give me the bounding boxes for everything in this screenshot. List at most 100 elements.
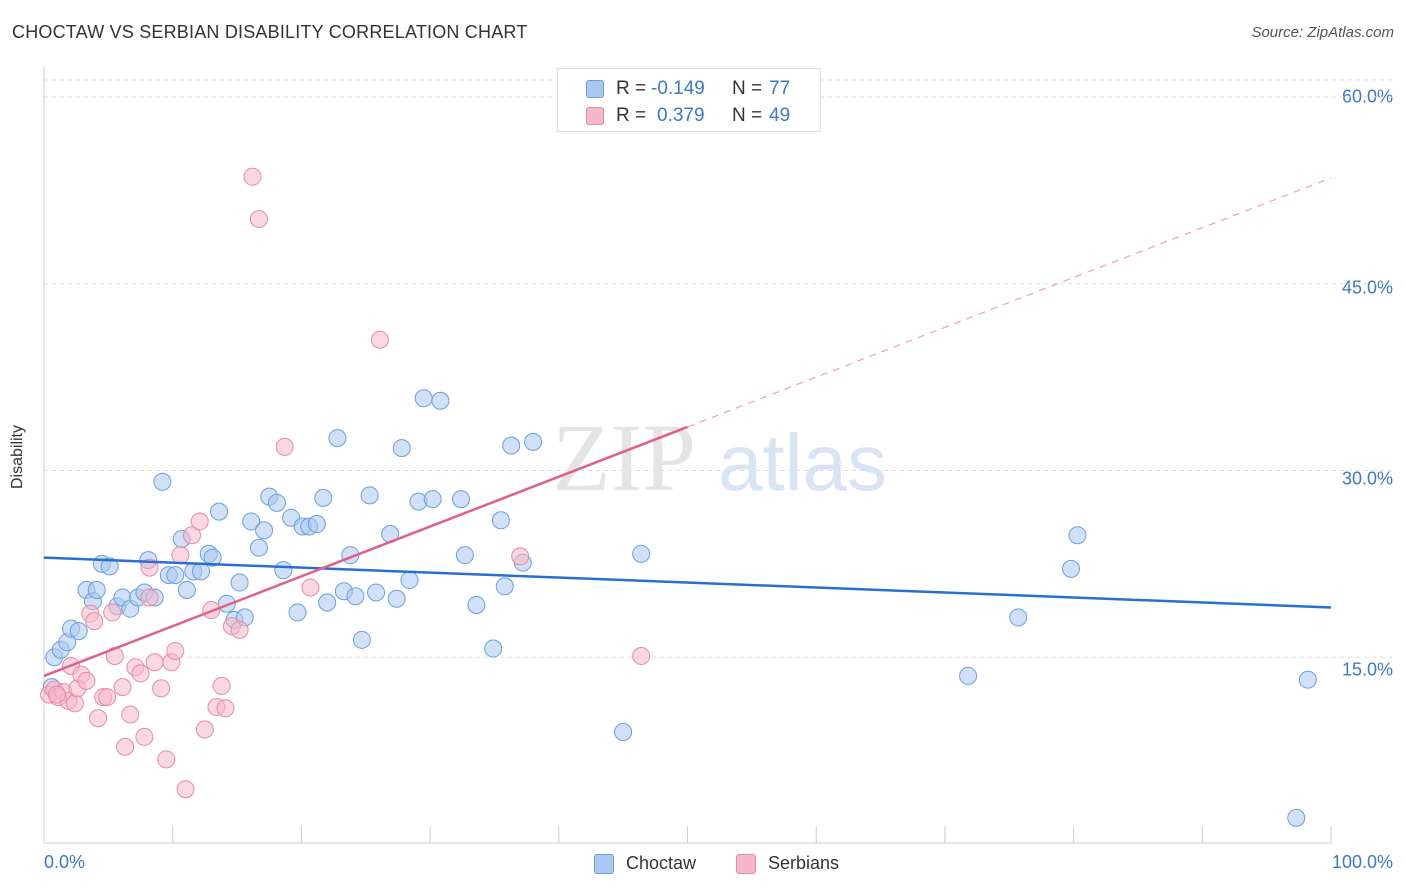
choctaw-point [1298, 670, 1317, 689]
choctaw-point [495, 577, 514, 596]
serbians-point [135, 727, 154, 746]
watermark-zip: ZIP [552, 404, 696, 511]
legend-swatch-serbians [736, 854, 756, 874]
serbians-point [47, 685, 66, 704]
stats-r-value: 0.379 [657, 105, 705, 126]
stats-swatch-choctaw [586, 80, 604, 98]
legend-label-serbians: Serbians [768, 853, 840, 873]
choctaw-point [230, 573, 249, 592]
stats-swatch-serbians [586, 107, 604, 125]
serbians-point [98, 688, 117, 707]
serbians-point [301, 578, 320, 597]
serbians-point [183, 526, 202, 545]
choctaw-point [414, 389, 433, 408]
choctaw-point [392, 439, 411, 458]
serbians-point [113, 678, 132, 697]
choctaw-point [203, 548, 222, 567]
serbians-point [131, 664, 150, 683]
watermark-atlas: atlas [718, 418, 887, 507]
choctaw-point [166, 566, 185, 585]
serbians-point [65, 694, 84, 713]
choctaw-point [1062, 559, 1081, 578]
stats-n-value: 49 [769, 105, 791, 126]
serbians-point [230, 620, 249, 639]
x-tick-label-min: 0.0% [44, 852, 86, 872]
choctaw-point [455, 546, 474, 565]
stats-r-value: -0.149 [651, 78, 705, 99]
choctaw-point [318, 593, 337, 612]
choctaw-point [387, 589, 406, 608]
choctaw-point [346, 587, 365, 606]
choctaw-point [614, 722, 633, 741]
serbians-point [85, 612, 104, 631]
choctaw-point [400, 571, 419, 590]
stats-box: R = -0.149 N = 77 R = 0.379 N = 49 [557, 68, 821, 132]
choctaw-point [288, 603, 307, 622]
serbians-point [145, 653, 164, 672]
choctaw-point [484, 639, 503, 658]
source-label: Source: ZipAtlas.com [1251, 24, 1394, 41]
choctaw-point [632, 544, 651, 563]
serbians-point [157, 750, 176, 769]
serbians-point [243, 167, 262, 186]
choctaw-point [153, 472, 172, 491]
serbians-point [171, 546, 190, 565]
choctaw-point [431, 391, 450, 410]
choctaw-point [328, 429, 347, 448]
choctaw-point [307, 515, 326, 534]
serbians-point [152, 679, 171, 698]
serbians-point [249, 210, 268, 229]
serbians-point [116, 737, 135, 756]
stats-n-value: 77 [769, 78, 791, 99]
choctaw-point [367, 583, 386, 602]
choctaw-point [352, 630, 371, 649]
choctaw-point [491, 511, 510, 530]
serbians-point [511, 547, 530, 566]
y-tick-label-30: 30.0% [1341, 468, 1393, 489]
y-tick-label-45: 45.0% [1341, 277, 1393, 298]
choctaw-point [267, 493, 286, 512]
serbians-point [140, 558, 159, 577]
y-tick-label-15: 15.0% [1341, 659, 1393, 680]
serbians-point [190, 512, 209, 531]
serbians-point [275, 437, 294, 456]
choctaw-point [242, 512, 261, 531]
legend-label-choctaw: Choctaw [626, 853, 697, 873]
serbians-trend-extension [687, 177, 1332, 428]
choctaw-point [314, 488, 333, 507]
choctaw-point [360, 486, 379, 505]
stats-r-label: R = [616, 78, 647, 99]
choctaw-point [959, 666, 978, 685]
serbians-point [216, 699, 235, 718]
choctaw-point [192, 562, 211, 581]
legend-swatch-choctaw [594, 854, 614, 874]
choctaw-point [502, 436, 521, 455]
stats-row-serbians: R = 0.379 N = 49 [558, 102, 820, 128]
x-tick-label-max: 100.0% [1331, 852, 1393, 872]
choctaw-point [87, 581, 106, 600]
stats-r-label: R = [616, 105, 647, 126]
serbians-point [212, 676, 231, 695]
serbians-point [370, 330, 389, 349]
choctaw-point [274, 561, 293, 580]
choctaw-point [1287, 808, 1306, 827]
serbians-point [195, 720, 214, 739]
choctaw-point [249, 538, 268, 557]
serbians-point [166, 642, 185, 661]
choctaw-trend-line [43, 556, 1332, 609]
stats-row-choctaw: R = -0.149 N = 77 [558, 75, 820, 101]
choctaw-point [177, 581, 196, 600]
serbians-point [77, 671, 96, 690]
choctaw-point [255, 521, 274, 540]
serbians-point [140, 588, 159, 607]
serbians-point [89, 709, 108, 728]
choctaw-point [100, 557, 119, 576]
stats-n-label: N = [732, 105, 763, 126]
choctaw-point [69, 622, 88, 641]
serbians-point [176, 780, 195, 799]
choctaw-point [451, 490, 470, 509]
serbians-point [121, 705, 140, 724]
choctaw-point [1068, 526, 1087, 545]
choctaw-point [1009, 608, 1028, 627]
